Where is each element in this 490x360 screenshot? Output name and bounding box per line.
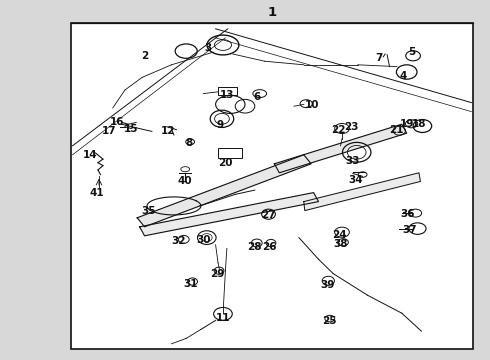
Polygon shape bbox=[137, 155, 311, 227]
Text: 13: 13 bbox=[220, 90, 234, 100]
Text: 36: 36 bbox=[400, 209, 415, 219]
Text: 14: 14 bbox=[82, 150, 97, 160]
Text: 25: 25 bbox=[322, 316, 337, 327]
Text: 21: 21 bbox=[389, 125, 403, 135]
Text: 38: 38 bbox=[333, 239, 348, 249]
Text: 11: 11 bbox=[216, 313, 230, 323]
Text: 9: 9 bbox=[217, 120, 223, 130]
Text: 29: 29 bbox=[210, 269, 225, 279]
Text: 17: 17 bbox=[101, 126, 116, 136]
Polygon shape bbox=[274, 124, 407, 173]
Text: 1: 1 bbox=[268, 6, 276, 19]
Text: 7: 7 bbox=[375, 53, 383, 63]
Text: 16: 16 bbox=[109, 117, 124, 127]
Text: 26: 26 bbox=[262, 242, 276, 252]
Text: 12: 12 bbox=[161, 126, 175, 136]
Text: 22: 22 bbox=[331, 125, 345, 135]
Text: 18: 18 bbox=[412, 119, 427, 129]
Text: 32: 32 bbox=[171, 236, 186, 246]
Polygon shape bbox=[304, 173, 420, 211]
Text: 24: 24 bbox=[332, 230, 347, 240]
Text: 19: 19 bbox=[399, 119, 414, 129]
Text: 10: 10 bbox=[304, 100, 319, 111]
Text: 41: 41 bbox=[90, 188, 104, 198]
Text: 8: 8 bbox=[185, 138, 192, 148]
Text: 6: 6 bbox=[253, 92, 260, 102]
Text: 28: 28 bbox=[247, 242, 262, 252]
Bar bbox=[71, 23, 473, 349]
Text: 3: 3 bbox=[205, 42, 212, 53]
Text: 5: 5 bbox=[408, 47, 415, 57]
Text: 15: 15 bbox=[123, 124, 138, 134]
Text: 30: 30 bbox=[196, 235, 211, 246]
Text: 23: 23 bbox=[344, 122, 359, 132]
Bar bbox=[218, 148, 242, 158]
Text: 40: 40 bbox=[178, 176, 193, 186]
Text: 20: 20 bbox=[218, 158, 233, 168]
Text: 2: 2 bbox=[141, 51, 148, 61]
Text: 4: 4 bbox=[399, 71, 407, 81]
Bar bbox=[218, 87, 237, 95]
Text: 31: 31 bbox=[183, 279, 198, 289]
Polygon shape bbox=[140, 193, 318, 236]
Text: 33: 33 bbox=[345, 156, 360, 166]
Text: 27: 27 bbox=[261, 210, 276, 220]
Text: 39: 39 bbox=[320, 280, 335, 290]
Text: 35: 35 bbox=[141, 206, 156, 216]
Text: 37: 37 bbox=[402, 225, 417, 235]
Text: 34: 34 bbox=[348, 175, 363, 185]
